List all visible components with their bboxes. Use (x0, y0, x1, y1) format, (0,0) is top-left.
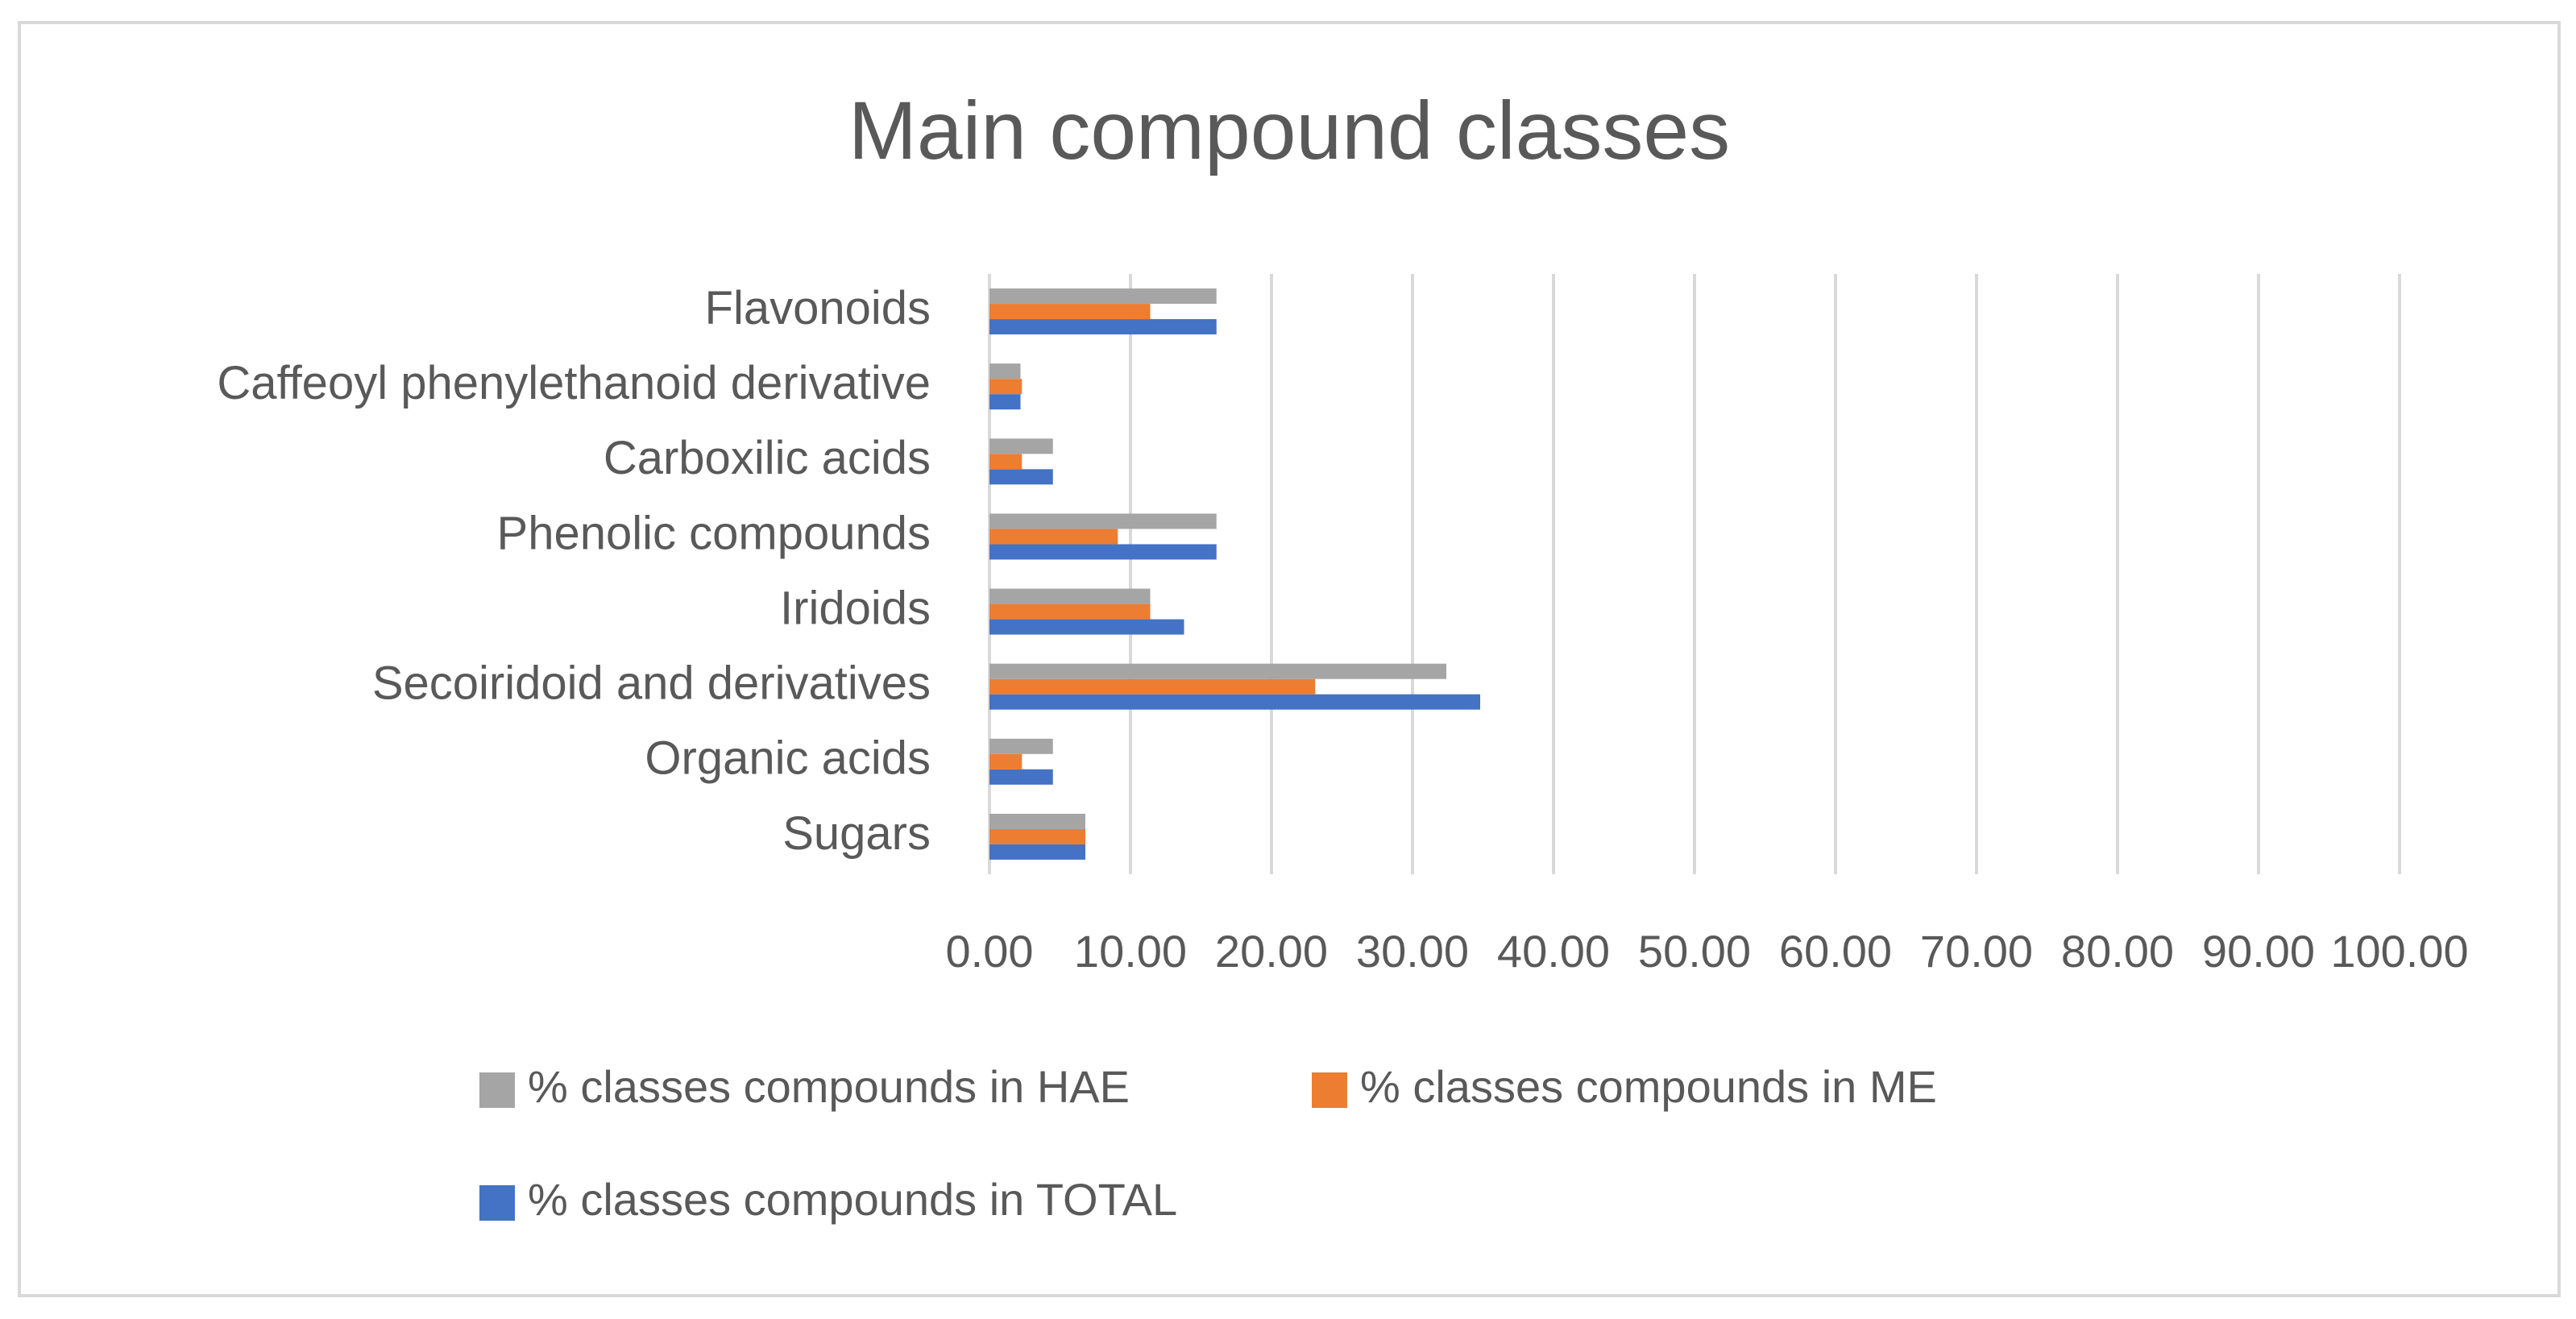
legend-swatch (1312, 1072, 1347, 1108)
category-label: Iridoids (780, 582, 931, 634)
x-tick-labels: 0.00 10.00 20.00 30.00 40.00 50.00 60.00 70.00 8… (946, 926, 2469, 977)
bar (989, 469, 1053, 485)
bar (989, 678, 1316, 695)
bar (989, 828, 1085, 844)
bar (989, 844, 1085, 860)
chart-border (18, 21, 2561, 1297)
bar (989, 288, 1217, 305)
bar (989, 394, 1021, 410)
chart-title: Main compound classes (848, 85, 1730, 176)
x-tick-label: 70.00 (1920, 926, 2033, 977)
bar (989, 363, 1021, 380)
category-label: Phenolic compounds (497, 507, 931, 559)
category-label: Caffeoyl phenylethanoid derivative (217, 357, 931, 409)
legend: % classes compounds in HAE % classes comp… (479, 1061, 1937, 1225)
x-tick-label: 90.00 (2202, 926, 2315, 977)
bar (989, 304, 1151, 320)
bar (989, 438, 1053, 454)
bar (989, 619, 1184, 635)
bar (989, 379, 1023, 395)
bar (989, 813, 1085, 829)
x-tick-label: 10.00 (1074, 926, 1187, 977)
x-tick-label: 20.00 (1215, 926, 1328, 977)
bars (989, 288, 1480, 860)
category-label: Organic acids (645, 732, 931, 785)
x-tick-label: 30.00 (1356, 926, 1469, 977)
bar (989, 769, 1053, 785)
x-tick-label: 50.00 (1638, 926, 1751, 977)
legend-swatch (479, 1185, 515, 1221)
bar (989, 588, 1151, 604)
bar (989, 544, 1217, 560)
x-tick-label: 80.00 (2061, 926, 2174, 977)
legend-swatch (479, 1072, 515, 1108)
legend-label: % classes compounds in ME (1360, 1061, 1937, 1112)
bar (989, 604, 1151, 620)
bar (989, 738, 1053, 754)
category-label: Sugars (782, 807, 931, 860)
bar (989, 529, 1118, 545)
category-label: Secoiridoid and derivatives (372, 657, 931, 710)
bar (989, 513, 1217, 529)
x-tick-label: 100.00 (2330, 926, 2468, 977)
x-tick-label: 60.00 (1779, 926, 1892, 977)
bar (989, 663, 1446, 679)
category-label: Carboxilic acids (604, 432, 931, 484)
bar (989, 454, 1023, 470)
legend-label: % classes compounds in TOTAL (528, 1174, 1177, 1225)
category-labels: Sugars Organic acids Secoiridoid and deriv… (217, 282, 931, 860)
bar (989, 319, 1217, 335)
category-label: Flavonoids (705, 282, 931, 334)
x-tick-label: 40.00 (1497, 926, 1610, 977)
legend-label: % classes compounds in HAE (528, 1061, 1130, 1112)
bar (989, 694, 1480, 710)
x-tick-label: 0.00 (946, 926, 1034, 977)
bar (989, 753, 1023, 769)
